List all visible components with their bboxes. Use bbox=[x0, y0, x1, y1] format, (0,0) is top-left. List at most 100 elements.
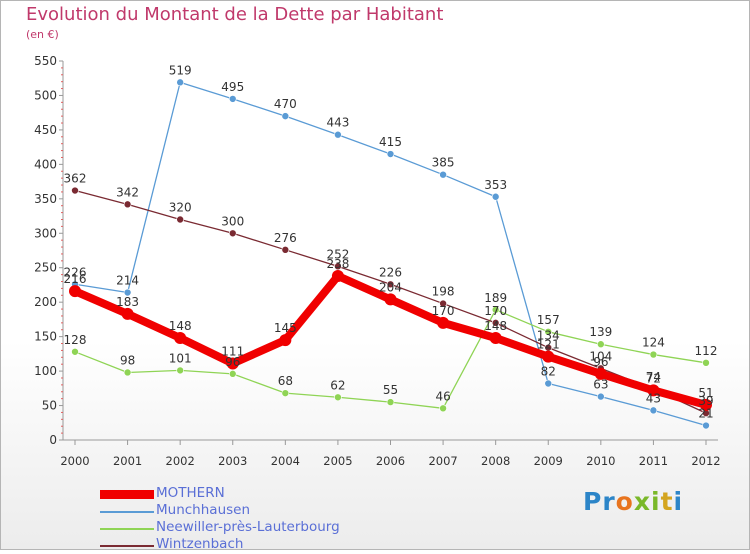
data-label-wintzenbach: 300 bbox=[221, 214, 244, 228]
y-tick-label: 50 bbox=[42, 399, 57, 413]
x-tick-label: 2001 bbox=[113, 454, 142, 468]
data-label-munchhausen: 443 bbox=[326, 116, 349, 130]
data-label-munchhausen: 214 bbox=[116, 274, 139, 288]
legend-swatch bbox=[100, 528, 154, 530]
data-label-munchhausen: 495 bbox=[221, 80, 244, 94]
data-point-neewiller-pr-s-lauterbourg bbox=[71, 347, 79, 356]
legend-label: MOTHERN bbox=[156, 485, 225, 501]
data-label-munchhausen: 63 bbox=[593, 378, 608, 392]
data-point-mothern bbox=[542, 350, 555, 363]
data-label-mothern: 96 bbox=[593, 355, 608, 369]
data-point-neewiller-pr-s-lauterbourg bbox=[649, 350, 658, 359]
data-label-wintzenbach: 320 bbox=[169, 200, 192, 214]
data-label-wintzenbach: 226 bbox=[379, 265, 402, 279]
data-label-neewiller-pr-s-lauterbourg: 98 bbox=[120, 353, 135, 367]
data-point-mothern bbox=[121, 307, 134, 320]
data-point-neewiller-pr-s-lauterbourg bbox=[281, 389, 290, 397]
data-label-wintzenbach: 252 bbox=[326, 247, 349, 261]
y-tick-label: 100 bbox=[34, 364, 57, 378]
data-label-wintzenbach: 134 bbox=[537, 329, 560, 343]
data-point-mothern bbox=[647, 384, 660, 397]
data-label-mothern: 148 bbox=[169, 319, 192, 333]
data-point-neewiller-pr-s-lauterbourg bbox=[544, 328, 553, 336]
y-tick-label: 300 bbox=[34, 226, 57, 240]
data-point-mothern bbox=[384, 293, 397, 306]
data-label-mothern: 170 bbox=[432, 304, 455, 318]
x-tick-label: 2011 bbox=[639, 454, 668, 468]
data-point-neewiller-pr-s-lauterbourg bbox=[228, 370, 237, 378]
data-label-munchhausen: 353 bbox=[484, 178, 507, 192]
data-label-neewiller-pr-s-lauterbourg: 124 bbox=[642, 336, 665, 350]
data-point-munchhausen bbox=[228, 95, 237, 103]
data-label-neewiller-pr-s-lauterbourg: 46 bbox=[435, 389, 450, 403]
data-point-munchhausen bbox=[334, 130, 342, 139]
data-label-wintzenbach: 342 bbox=[116, 185, 139, 199]
data-point-mothern bbox=[437, 316, 450, 329]
data-label-mothern: 216 bbox=[64, 272, 87, 286]
chart-subtitle: (en €) bbox=[26, 28, 59, 41]
data-label-wintzenbach: 170 bbox=[484, 304, 507, 318]
data-label-neewiller-pr-s-lauterbourg: 101 bbox=[169, 351, 192, 365]
data-label-munchhausen: 519 bbox=[169, 63, 192, 77]
data-label-neewiller-pr-s-lauterbourg: 189 bbox=[484, 291, 507, 305]
data-point-mothern bbox=[700, 398, 712, 411]
data-point-neewiller-pr-s-lauterbourg bbox=[702, 359, 710, 367]
data-label-mothern: 183 bbox=[116, 295, 139, 309]
legend-label: Wintzenbach bbox=[156, 536, 244, 552]
y-tick-label: 450 bbox=[34, 123, 57, 137]
x-tick-label: 2007 bbox=[428, 454, 457, 468]
data-label-mothern: 111 bbox=[221, 345, 244, 359]
data-label-neewiller-pr-s-lauterbourg: 68 bbox=[278, 374, 293, 388]
x-tick-label: 2000 bbox=[60, 454, 89, 468]
data-label-munchhausen: 43 bbox=[646, 391, 661, 405]
data-point-wintzenbach bbox=[228, 229, 237, 238]
legend-swatch bbox=[100, 490, 154, 499]
data-label-munchhausen: 226 bbox=[64, 265, 87, 279]
data-point-munchhausen bbox=[597, 392, 605, 401]
x-tick-label: 2009 bbox=[534, 454, 563, 468]
data-label-munchhausen: 21 bbox=[698, 407, 713, 421]
data-point-wintzenbach bbox=[491, 319, 500, 327]
y-tick-label: 200 bbox=[34, 295, 57, 309]
data-point-munchhausen bbox=[176, 78, 184, 87]
data-label-neewiller-pr-s-lauterbourg: 96 bbox=[225, 355, 240, 369]
y-tick-label: 150 bbox=[34, 330, 57, 344]
data-point-neewiller-pr-s-lauterbourg bbox=[123, 368, 132, 377]
data-point-mothern bbox=[174, 332, 187, 345]
data-point-neewiller-pr-s-lauterbourg bbox=[439, 404, 447, 413]
y-tick-label: 250 bbox=[34, 261, 57, 275]
data-point-munchhausen bbox=[544, 379, 553, 388]
data-label-wintzenbach: 276 bbox=[274, 231, 297, 245]
data-label-munchhausen: 415 bbox=[379, 135, 402, 149]
data-point-neewiller-pr-s-lauterbourg bbox=[597, 340, 605, 349]
y-tick-label: 550 bbox=[34, 54, 57, 68]
data-point-munchhausen bbox=[491, 192, 500, 201]
x-tick-label: 2008 bbox=[481, 454, 510, 468]
data-point-munchhausen bbox=[649, 406, 658, 415]
legend-label: Neewiller-près-Lauterbourg bbox=[156, 519, 340, 535]
data-label-mothern: 51 bbox=[698, 386, 713, 400]
data-point-mothern bbox=[594, 367, 607, 380]
data-point-mothern bbox=[489, 332, 502, 345]
data-label-mothern: 204 bbox=[379, 280, 402, 294]
x-tick-label: 2005 bbox=[323, 454, 352, 468]
data-point-wintzenbach bbox=[281, 246, 290, 254]
data-point-wintzenbach bbox=[176, 215, 184, 224]
x-tick-label: 2012 bbox=[691, 454, 720, 468]
chart-title: Evolution du Montant de la Dette par Hab… bbox=[26, 4, 444, 25]
data-label-neewiller-pr-s-lauterbourg: 128 bbox=[64, 333, 87, 347]
proxiti-logo: Proxiti bbox=[583, 487, 684, 516]
data-label-wintzenbach: 74 bbox=[646, 370, 661, 384]
data-label-neewiller-pr-s-lauterbourg: 55 bbox=[383, 383, 398, 397]
y-tick-label: 350 bbox=[34, 192, 57, 206]
data-label-munchhausen: 470 bbox=[274, 97, 297, 111]
x-tick-label: 2006 bbox=[376, 454, 405, 468]
data-label-mothern: 238 bbox=[326, 257, 349, 271]
x-tick-label: 2003 bbox=[218, 454, 247, 468]
legend-label: Munchhausen bbox=[156, 502, 251, 518]
data-point-munchhausen bbox=[386, 150, 395, 158]
data-label-mothern: 121 bbox=[537, 338, 560, 352]
x-tick-label: 2004 bbox=[271, 454, 300, 468]
data-point-neewiller-pr-s-lauterbourg bbox=[491, 305, 500, 314]
data-point-wintzenbach bbox=[439, 299, 447, 308]
